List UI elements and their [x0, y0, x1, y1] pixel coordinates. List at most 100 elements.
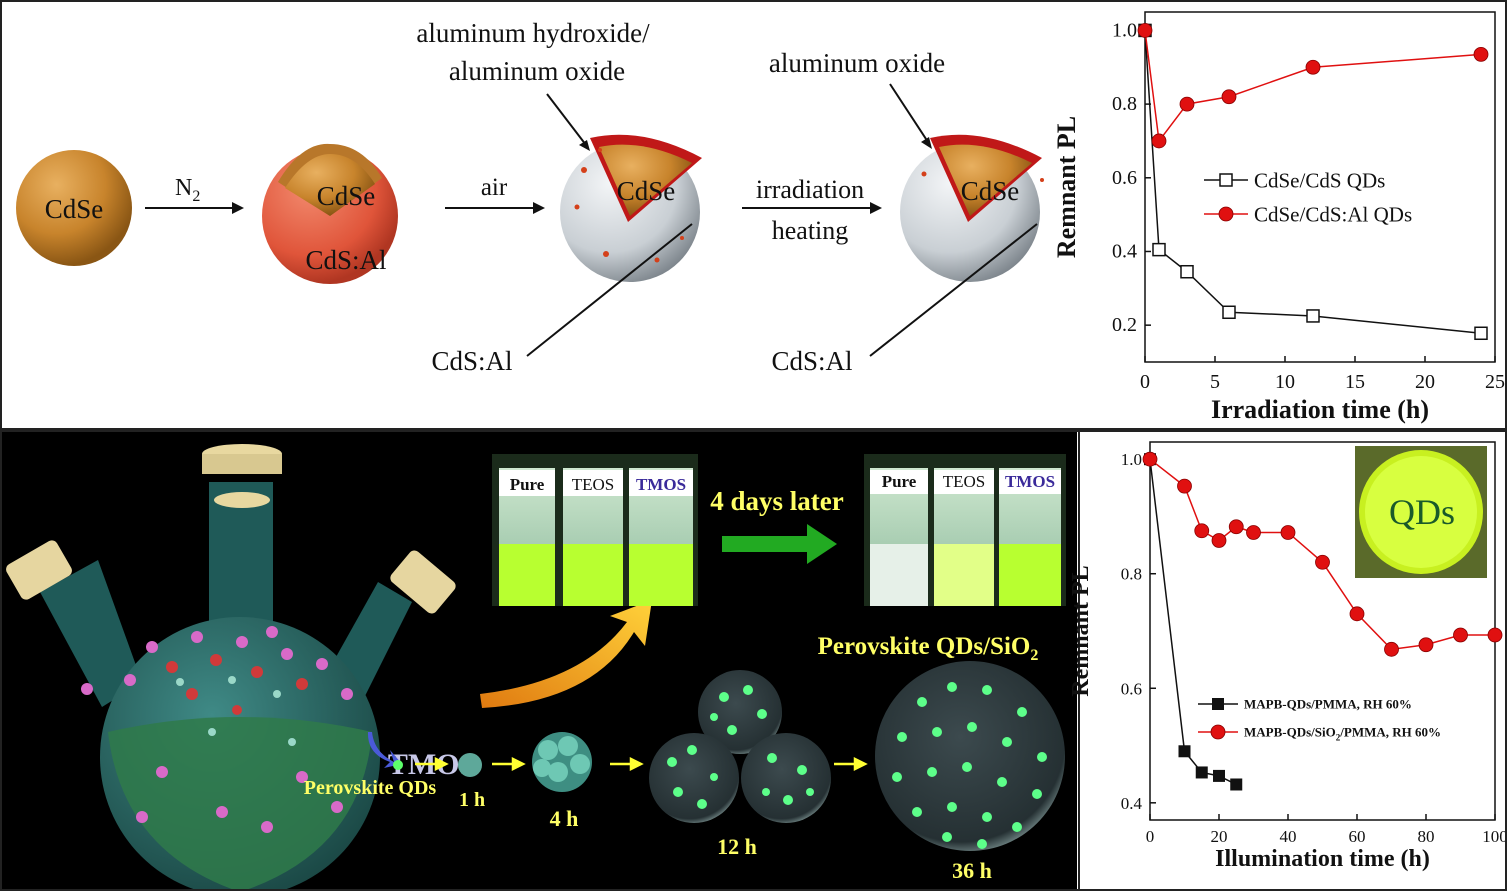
x-tick-label: 15: [1345, 371, 1365, 393]
sphere3-pointer: [526, 223, 693, 357]
series-line: [1144, 30, 1482, 143]
vial1-label-pure: Pure: [510, 475, 545, 494]
vial-photo-later: [864, 454, 1066, 606]
core-shell-sphere: [262, 143, 398, 284]
callout-oxide-pointer: [889, 83, 929, 143]
data-point: [1221, 89, 1237, 105]
y-tick-label: 1.0: [1121, 450, 1142, 469]
data-point: [1349, 606, 1365, 622]
days-arrow: [722, 524, 837, 564]
sphere3-core-label: CdSe: [617, 176, 676, 206]
x-tick-label: 0: [1146, 827, 1155, 846]
sphere2-core-label: CdSe: [317, 181, 376, 211]
arrow3-label-line1: irradiation: [756, 175, 864, 204]
qd-label: Perovskite QDs: [304, 777, 437, 799]
top-panel-svg: CdSe N2 CdSe CdS:Al air aluminum hydroxi…: [16, 11, 1505, 424]
y-tick-label: 0.4: [1121, 794, 1143, 813]
vial1-label-tmos: TMOS: [636, 475, 686, 494]
x-tick-label: 0: [1140, 371, 1150, 393]
sphere4-core-label: CdSe: [961, 176, 1020, 206]
y-tick-label: 1.0: [1112, 19, 1137, 41]
data-point: [1280, 525, 1296, 540]
x-tick-label: 25: [1485, 371, 1505, 393]
bottom-panel: TMOS Perovskite QDs Pure TEOS TMOS 4 day…: [0, 430, 1507, 894]
callout-hydroxide-arrowhead: [579, 140, 590, 151]
cdse-core-sphere: [16, 150, 132, 266]
data-point: [1453, 627, 1468, 643]
y-axis-label: Remnant PL: [1068, 565, 1094, 696]
data-point: [1137, 23, 1153, 38]
data-point: [1177, 478, 1192, 494]
legend-marker: [1219, 173, 1233, 187]
data-point: [1246, 525, 1261, 540]
x-tick-label: 20: [1211, 827, 1228, 846]
x-axis-label: Irradiation time (h): [1211, 395, 1429, 424]
callout-hydroxide-line1: aluminum hydroxide/: [416, 18, 650, 48]
data-point: [1315, 554, 1330, 570]
vial-photo-initial: [492, 454, 698, 606]
sphere4-pointer: [869, 223, 1038, 357]
data-point: [1418, 637, 1434, 653]
y-tick-label: 0.6: [1121, 679, 1142, 698]
sphere4-pointer-label: CdS:Al: [771, 346, 852, 376]
y-tick-label: 0.6: [1112, 167, 1137, 189]
legend-label: MAPB-QDs/SiO2/PMMA, RH 60%: [1244, 725, 1441, 743]
x-tick-label: 20: [1415, 371, 1435, 393]
arrow3-label-line2: heating: [772, 216, 849, 245]
data-point: [1305, 59, 1321, 75]
y-axis-label: Remnant PL: [1052, 116, 1081, 258]
x-axis-label: Illumination time (h): [1215, 846, 1430, 872]
arrow-irradiation: [742, 202, 882, 214]
stage-1h-label: 1 h: [459, 789, 485, 811]
sphere3-pointer-label: CdS:Al: [431, 346, 512, 376]
growth-arrows: [415, 756, 868, 772]
stage-1h-particle: [458, 753, 482, 777]
product-label: Perovskite QDs/SiO2: [818, 633, 1039, 664]
data-point: [1213, 769, 1225, 782]
arrow-air: [445, 202, 545, 214]
vial-arrow: [480, 600, 652, 708]
reagent-arrow: [367, 732, 402, 768]
vial1-label-teos: TEOS: [572, 475, 615, 494]
inset-label: QDs: [1389, 492, 1455, 532]
stage-4h-label: 4 h: [550, 806, 579, 831]
data-point: [1195, 766, 1208, 779]
vial2-label-tmos: TMOS: [1005, 472, 1055, 491]
x-tick-label: 80: [1418, 827, 1435, 846]
legend-marker: [1218, 206, 1234, 222]
legend-label: CdSe/CdS QDs: [1254, 168, 1385, 192]
oxidized-sphere: [560, 134, 702, 282]
callout-hydroxide-line2: aluminum oxide: [449, 56, 625, 86]
x-tick-label: 10: [1275, 371, 1295, 393]
stage-12h-label: 12 h: [717, 834, 757, 859]
reaction-flask: [6, 444, 456, 894]
data-point: [1474, 326, 1488, 341]
data-point: [1142, 451, 1158, 467]
x-tick-label: 60: [1349, 827, 1366, 846]
qd-film-inset: [1355, 446, 1487, 578]
x-tick-label: 5: [1210, 371, 1220, 393]
data-point: [1178, 745, 1191, 758]
data-point: [1179, 96, 1195, 112]
y-tick-label: 0.8: [1121, 565, 1142, 584]
data-point: [1384, 641, 1399, 657]
irradiation-chart: 0 5 10 15 20 25 0.2 0.4 0.6 0.8 1.0 Irradiation tim…: [1052, 11, 1505, 424]
data-point: [1151, 133, 1167, 149]
arrow2-label: air: [481, 174, 508, 201]
data-point: [1230, 778, 1243, 791]
y-tick-label: 0.8: [1112, 93, 1137, 115]
y-tick-label: 0.2: [1112, 314, 1137, 336]
stage-4h-particle: [532, 732, 592, 792]
top-panel: CdSe N2 CdSe CdS:Al air aluminum hydroxi…: [0, 0, 1507, 430]
data-point: [1222, 305, 1236, 320]
arrow1-label: N2: [175, 175, 200, 205]
illumination-chart: 0 20 40 60 80 100 0.4 0.6 0.8 1.0 Illumination tim…: [1068, 441, 1507, 872]
qd-dot: [393, 760, 403, 770]
x-tick-label: 40: [1280, 827, 1297, 846]
days-label: 4 days later: [710, 486, 844, 516]
callout-hydroxide-pointer: [546, 93, 587, 146]
data-point: [1180, 264, 1194, 279]
legend-marker: [1212, 698, 1224, 710]
callout-oxide-arrowhead: [921, 137, 932, 149]
vial2-label-pure: Pure: [882, 472, 917, 491]
